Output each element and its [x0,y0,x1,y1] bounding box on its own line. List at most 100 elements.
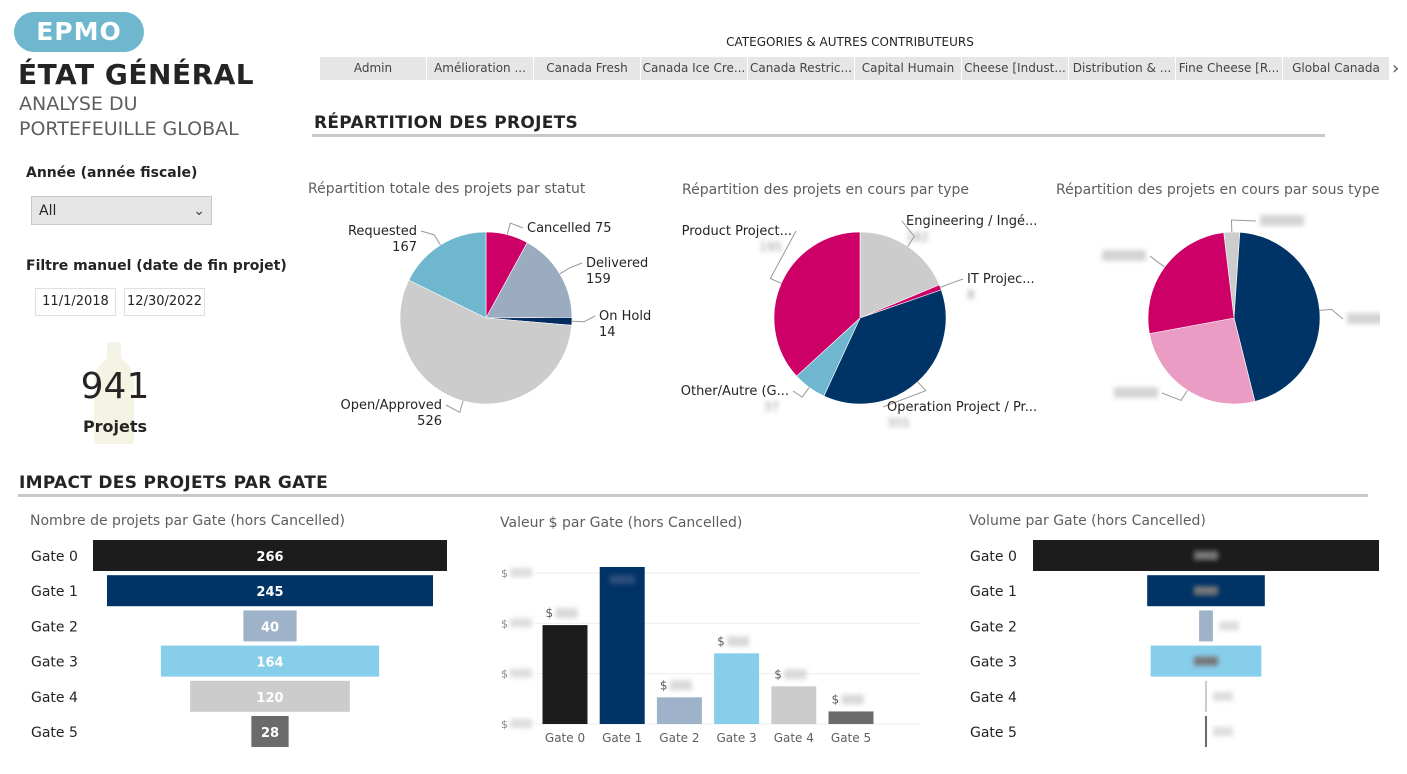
funnel-bar [1204,716,1208,747]
column-bar [828,711,874,724]
pie-slice [408,231,487,319]
pie-label: Delivered [586,256,648,271]
gate-label: Gate 0 [970,549,1017,565]
funnel-chart-count: Gate 0 266 Gate 1 245 Gate 2 40 Gate 3 164 Gate … [31,540,447,747]
pie-slice [1147,232,1235,334]
data-label-blurred [784,669,807,680]
column-bar [599,567,645,724]
epmo-logo: EPMO [14,12,144,52]
funnel-value-blurred [1213,727,1234,736]
data-label-blurred [727,636,750,647]
date-to-input[interactable]: 12/30/2022 [124,288,205,316]
pie-slice [823,289,947,405]
x-tick-label: Gate 1 [602,731,642,745]
gate-label: Gate 2 [31,619,78,635]
category-tile[interactable]: Global Canada [1283,57,1389,80]
section-title-impact: IMPACT DES PROJETS PAR GATE [19,473,329,493]
pie-label: IT Projec... [967,272,1035,287]
pie-value: 14 [599,325,616,340]
section-divider [18,494,1368,497]
page-title: ÉTAT GÉNÉRAL [18,58,255,91]
column-bar [542,625,588,724]
year-filter-label: Année (année fiscale) [26,165,198,181]
funnel-value: 164 [256,656,283,671]
pie-label: Operation Project / Pr... [887,400,1037,415]
gate-label: Gate 0 [31,549,78,565]
milk-bottle-icon [94,342,134,444]
year-filter-dropdown[interactable]: All ⌄ [31,196,212,225]
pie-value-blurred: 195 [759,240,782,254]
y-tick-blurred [510,568,532,577]
category-tile[interactable]: Canada Ice Cre... [641,57,747,80]
category-tile[interactable]: Cheese [Indust... [962,57,1068,80]
data-label: $ [717,634,725,648]
pie-slice [1233,231,1321,402]
leader-line [559,262,583,275]
funnel-value: 245 [256,585,283,600]
category-tile[interactable]: Canada Fresh [534,57,640,80]
leader-line [420,230,441,246]
funnel-bar [106,575,434,607]
leader-line [1230,219,1257,233]
page-subtitle: ANALYSE DU PORTEFEUILLE GLOBAL [19,93,239,140]
x-tick-label: Gate 3 [716,731,756,745]
data-label-blurred [609,575,635,584]
pie-value: 167 [392,240,417,255]
x-tick-label: Gate 5 [831,731,871,745]
category-tile[interactable]: Amélioration ... [427,57,533,80]
pie-value-blurred: 8 [967,288,975,302]
category-tile[interactable]: Distribution & ... [1069,57,1175,80]
leader-line [506,222,524,235]
chevron-right-icon[interactable]: › [1392,58,1400,79]
pie-value-blurred: 182 [906,230,929,244]
categories-slicer: Admin Amélioration ... Canada Fresh Cana… [320,57,1390,80]
gate-label: Gate 3 [31,655,78,671]
leader-line [1319,308,1344,320]
leader-line [445,400,464,414]
y-tick-blurred [510,668,532,678]
gate-label: Gate 4 [31,690,78,706]
funnel-value: 266 [256,550,283,565]
y-tick-blurred [510,719,532,728]
leader-line [769,230,797,284]
funnel-value: 28 [261,726,279,741]
leader-line [1161,390,1188,402]
pie-value-blurred: 355 [887,416,910,430]
pie-label-blurred [1102,250,1146,261]
x-tick-label: Gate 4 [774,731,814,745]
pie-label: Open/Approved [341,398,442,413]
x-tick-label: Gate 2 [659,731,699,745]
chevron-down-icon: ⌄ [193,203,205,219]
y-tick-label: $ [501,668,508,681]
gate-label: Gate 1 [970,584,1017,600]
pie-chart-type: Engineering / Ingé...182 IT Projec...8 Ope… [681,214,1038,430]
pie-label: Cancelled 75 [527,221,612,236]
section-title-repartition: RÉPARTITION DES PROJETS [314,113,579,133]
category-tile[interactable]: Capital Humain [855,57,961,80]
x-tick-label: Gate 0 [545,731,585,745]
pie-slice [399,279,573,405]
funnel-value: 40 [261,620,279,635]
pie-label-blurred [1347,313,1380,324]
gate-label: Gate 1 [31,584,78,600]
y-tick-label: $ [501,718,508,731]
data-label-blurred [841,694,864,705]
leader-line [571,315,596,323]
funnel-bar [1199,610,1213,642]
pie-label: Product Project... [682,224,792,239]
leader-line [882,381,927,408]
chart-title-type: Répartition des projets en cours par typ… [682,182,969,198]
category-tile[interactable]: Fine Cheese [R... [1176,57,1282,80]
pie-label: On Hold [599,309,651,324]
date-from-input[interactable]: 11/1/2018 [35,288,116,316]
column-chart-value: $ $ $ $ Gate 0 $ Gate 1 Gate 2 $ Gate 3 $ Gate 4 $ Ga… [501,567,920,745]
column-bar [771,686,817,724]
projects-count: 941 [80,366,150,407]
funnel-value-blurred [1194,586,1218,596]
category-tile[interactable]: Canada Restric... [748,57,854,80]
category-tile[interactable]: Admin [320,57,426,80]
year-filter-value: All [39,203,57,219]
chart-title-value-gate: Valeur $ par Gate (hors Cancelled) [500,515,743,531]
data-label: $ [546,606,554,620]
